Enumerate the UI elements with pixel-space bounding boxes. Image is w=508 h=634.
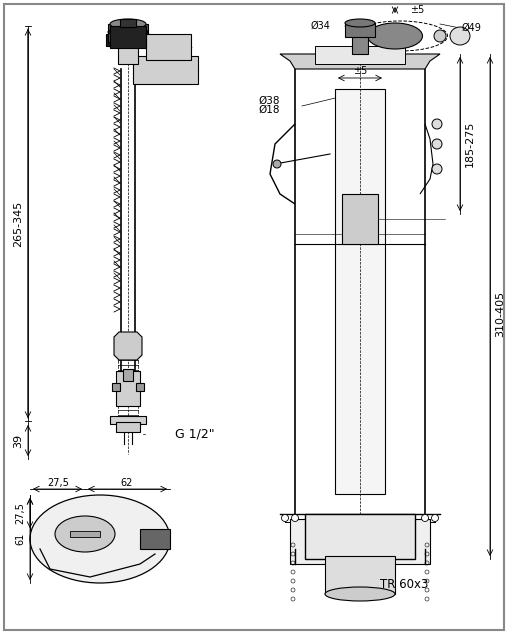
FancyBboxPatch shape bbox=[342, 194, 378, 244]
FancyBboxPatch shape bbox=[146, 34, 191, 60]
Ellipse shape bbox=[325, 587, 395, 601]
Ellipse shape bbox=[30, 495, 170, 583]
Text: MAX: MAX bbox=[372, 553, 388, 559]
FancyBboxPatch shape bbox=[116, 371, 140, 406]
FancyBboxPatch shape bbox=[116, 422, 140, 432]
Circle shape bbox=[432, 119, 442, 129]
Text: ±5: ±5 bbox=[410, 5, 424, 15]
FancyBboxPatch shape bbox=[335, 89, 385, 494]
Text: Ø38: Ø38 bbox=[258, 96, 279, 106]
FancyBboxPatch shape bbox=[70, 531, 100, 537]
Ellipse shape bbox=[345, 19, 375, 27]
FancyBboxPatch shape bbox=[110, 26, 146, 48]
Text: 62: 62 bbox=[121, 478, 133, 488]
Ellipse shape bbox=[108, 28, 148, 36]
FancyBboxPatch shape bbox=[118, 46, 138, 64]
Text: AlcaPLAST: AlcaPLAST bbox=[378, 34, 411, 39]
FancyBboxPatch shape bbox=[133, 56, 198, 84]
Text: Ø49: Ø49 bbox=[462, 23, 482, 33]
Text: 27,5: 27,5 bbox=[47, 478, 69, 488]
Circle shape bbox=[431, 515, 438, 522]
FancyBboxPatch shape bbox=[106, 34, 150, 46]
Text: G 1/2": G 1/2" bbox=[175, 427, 214, 441]
FancyBboxPatch shape bbox=[325, 556, 395, 594]
FancyBboxPatch shape bbox=[305, 514, 415, 559]
Circle shape bbox=[273, 160, 281, 168]
FancyBboxPatch shape bbox=[136, 383, 144, 391]
Circle shape bbox=[432, 139, 442, 149]
Text: 310-405: 310-405 bbox=[495, 291, 505, 337]
Polygon shape bbox=[114, 332, 142, 360]
Circle shape bbox=[432, 164, 442, 174]
FancyBboxPatch shape bbox=[290, 519, 430, 564]
FancyBboxPatch shape bbox=[108, 24, 148, 42]
Circle shape bbox=[422, 515, 429, 522]
FancyBboxPatch shape bbox=[123, 369, 133, 381]
Ellipse shape bbox=[55, 516, 115, 552]
Ellipse shape bbox=[450, 27, 470, 45]
FancyBboxPatch shape bbox=[345, 23, 375, 37]
Text: 39: 39 bbox=[13, 434, 23, 448]
Text: ±5: ±5 bbox=[353, 66, 367, 76]
Polygon shape bbox=[280, 54, 440, 69]
FancyBboxPatch shape bbox=[352, 34, 368, 54]
Text: 185-275: 185-275 bbox=[465, 121, 475, 167]
FancyBboxPatch shape bbox=[110, 416, 146, 424]
Circle shape bbox=[281, 515, 289, 522]
Text: Ø18: Ø18 bbox=[258, 105, 279, 115]
Text: Ø34: Ø34 bbox=[310, 21, 330, 31]
Ellipse shape bbox=[367, 23, 423, 49]
Text: 265-345: 265-345 bbox=[13, 201, 23, 247]
Circle shape bbox=[292, 515, 299, 522]
Text: MIN: MIN bbox=[328, 553, 341, 559]
Circle shape bbox=[434, 30, 446, 42]
FancyBboxPatch shape bbox=[315, 46, 405, 64]
Text: TR 60x3: TR 60x3 bbox=[380, 578, 428, 590]
Ellipse shape bbox=[110, 19, 146, 29]
Text: 27,5: 27,5 bbox=[15, 502, 25, 524]
FancyBboxPatch shape bbox=[112, 383, 120, 391]
FancyBboxPatch shape bbox=[120, 19, 136, 27]
Text: 61: 61 bbox=[15, 533, 25, 545]
FancyBboxPatch shape bbox=[140, 529, 170, 549]
